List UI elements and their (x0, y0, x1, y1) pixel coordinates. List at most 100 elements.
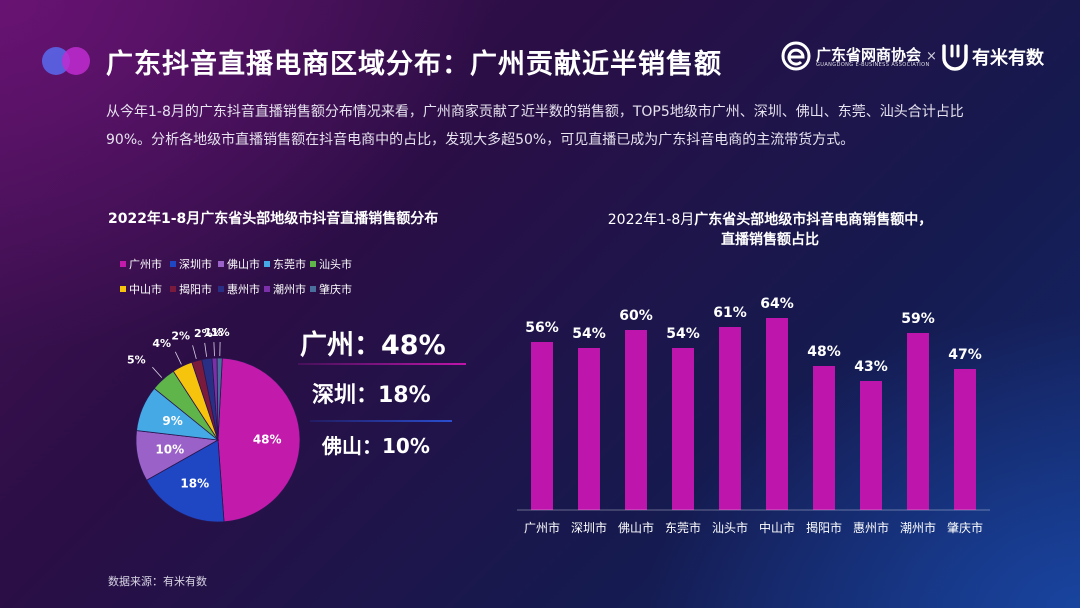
bar-category-label: 惠州市 (853, 520, 889, 535)
pie-leader-line (174, 351, 182, 365)
org-name-en: GUANGDONG E-BUSINESS ASSOCIATION (816, 62, 930, 68)
legend-label: 广州市 (129, 258, 162, 271)
bar-title-prefix: 2022年1-8月 (607, 212, 695, 228)
legend-item: 佛山市 (218, 258, 260, 272)
bar-value-label: 43% (854, 359, 888, 375)
bar (672, 348, 694, 510)
pie-leader-line (213, 342, 215, 357)
bar (954, 369, 976, 510)
pie-value-label: 5% (127, 354, 146, 367)
pie-value-label: 4% (152, 337, 171, 350)
bar-category-label: 东莞市 (665, 520, 701, 535)
bar-value-label: 64% (760, 296, 794, 312)
pie-slice (146, 439, 225, 523)
pie-slice (216, 357, 223, 441)
legend-label: 揭阳市 (179, 283, 212, 296)
intro-paragraph: 从今年1-8月的广东抖音直播销售额分布情况来看，广州商家贡献了近半数的销售额，T… (106, 104, 964, 148)
legend-swatch (120, 286, 126, 292)
bar-value-label: 60% (619, 308, 653, 324)
bar-category-label: 深圳市 (571, 520, 607, 535)
bar-value-label: 61% (713, 305, 747, 321)
pie-value-label: 1% (211, 326, 230, 339)
bar (578, 348, 600, 510)
bar-category-label: 肇庆市 (947, 520, 983, 535)
logo-separator: × (926, 49, 937, 64)
bar (907, 333, 929, 510)
page-title: 广东抖音直播电商区域分布：广州贡献近半销售额 (106, 49, 722, 80)
bar-value-label: 48% (807, 344, 841, 360)
pie-chart-title: 2022年1-8月广东省头部地级市抖音直播销售额分布 (108, 211, 439, 227)
bar (719, 327, 741, 510)
legend-label: 汕头市 (319, 258, 352, 271)
legend-swatch (264, 261, 270, 267)
pie-leader-line (192, 345, 197, 360)
bar-title-bold: 广东省头部地级市抖音电商销售额中， (694, 212, 933, 228)
title-decoration (42, 47, 94, 75)
highlight-guangzhou: 广州：48% (300, 330, 446, 361)
ecommerce-association-logo-icon (781, 41, 811, 71)
legend-label: 佛山市 (227, 258, 260, 271)
bar-title-line2: 直播销售额占比 (721, 232, 819, 248)
legend-swatch (120, 261, 126, 267)
legend-label: 惠州市 (227, 283, 260, 296)
bar-chart: 56% 广州市 54% 深圳市 60% 佛山市 54% 东莞市 61% 汕头市 64% 中山市 48% 揭… (517, 296, 990, 535)
org-name: 广东省网商协会 (816, 46, 922, 64)
legend-item: 东莞市 (264, 258, 306, 272)
pie-slice (217, 357, 301, 523)
title-dot-magenta (62, 47, 90, 75)
pie-value-label: 10% (155, 443, 184, 457)
legend-label: 中山市 (129, 283, 162, 296)
bar-chart-title: 2022年1-8月广东省头部地级市抖音电商销售额中， 直播销售额占比 (560, 210, 980, 250)
legend-item: 广州市 (120, 258, 162, 272)
bar (860, 381, 882, 510)
legend-swatch (218, 286, 224, 292)
bar-value-label: 54% (666, 326, 700, 342)
pie-value-label: 9% (162, 414, 182, 428)
bar-category-label: 揭阳市 (806, 520, 842, 535)
bar-value-label: 59% (901, 311, 935, 327)
bar (625, 330, 647, 510)
legend-swatch (170, 261, 176, 267)
legend-swatch (264, 286, 270, 292)
highlight-shenzhen: 深圳：18% (312, 383, 431, 408)
bar-value-label: 54% (572, 326, 606, 342)
bar-value-label: 47% (948, 347, 982, 363)
legend-item: 惠州市 (218, 283, 260, 297)
pie-value-label: 2% (194, 327, 213, 340)
highlight-divider-2 (310, 420, 452, 422)
bar-category-label: 佛山市 (618, 520, 654, 535)
legend-swatch (310, 261, 316, 267)
legend-item: 揭阳市 (170, 283, 212, 297)
legend-item: 中山市 (120, 283, 162, 297)
legend-swatch (170, 286, 176, 292)
legend-label: 潮州市 (273, 283, 306, 296)
bar-category-label: 潮州市 (900, 520, 936, 535)
highlight-divider-1 (298, 363, 466, 365)
pie-value-label: 48% (253, 433, 282, 447)
bar (813, 366, 835, 510)
legend-item: 肇庆市 (310, 283, 352, 297)
bar-category-label: 中山市 (759, 520, 795, 535)
legend-item: 深圳市 (170, 258, 212, 272)
legend-item: 汕头市 (310, 258, 352, 272)
legend-label: 肇庆市 (319, 283, 352, 296)
legend-label: 深圳市 (179, 258, 212, 271)
partner-name: 有米有数 (972, 48, 1044, 69)
bar-value-label: 56% (525, 320, 559, 336)
data-source: 数据来源：有米有数 (108, 575, 207, 588)
pie-leader-line (204, 342, 207, 357)
legend-item: 潮州市 (264, 283, 306, 297)
youmi-logo-icon (942, 44, 968, 71)
bar-category-label: 汕头市 (712, 520, 748, 535)
bar-category-label: 广州市 (524, 520, 560, 535)
pie-value-label: 18% (180, 476, 209, 490)
bar (531, 342, 553, 510)
pie-chart: 48%18%10%9%5%4%2% 2%1%1% (127, 326, 301, 523)
highlight-foshan: 佛山：10% (322, 434, 430, 458)
legend-swatch (310, 286, 316, 292)
legend-swatch (218, 261, 224, 267)
legend-label: 东莞市 (273, 258, 306, 271)
pie-value-label: 2% (171, 330, 190, 343)
logo-area: 广东省网商协会 GUANGDONG E-BUSINESS ASSOCIATION… (780, 40, 1060, 72)
pie-value-label: 1% (204, 326, 223, 339)
